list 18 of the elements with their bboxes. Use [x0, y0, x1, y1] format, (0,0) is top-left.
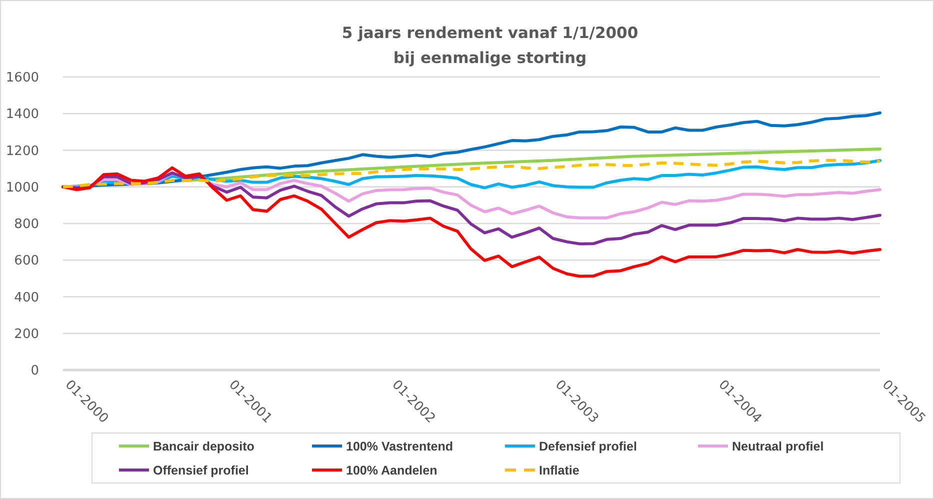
- legend-label: Bancair deposito: [153, 439, 255, 454]
- y-tick-label: 800: [14, 217, 39, 232]
- legend-label: Offensief profiel: [153, 463, 249, 478]
- y-tick-label: 1000: [6, 180, 39, 196]
- y-tick-label: 200: [14, 326, 39, 342]
- y-tick-label: 1400: [6, 107, 39, 122]
- line-series: [62, 166, 882, 278]
- chart-title: 5 jaars rendement vanaf 1/1/2000 bij eenmalige storting: [342, 24, 638, 67]
- legend-label: Defensief profiel: [539, 439, 637, 454]
- y-tick-label: 0: [30, 364, 39, 379]
- y-tick-label: 1600: [6, 70, 39, 86]
- y-tick-label: 600: [14, 254, 39, 269]
- y-tick-label: 1200: [6, 144, 39, 159]
- legend-label: 100% Aandelen: [346, 463, 438, 478]
- y-tick-label: 400: [14, 290, 39, 306]
- legend-label: 100% Vastrentend: [346, 439, 453, 454]
- legend-label: Inflatie: [539, 463, 580, 478]
- legend-label: Neutraal profiel: [732, 439, 824, 454]
